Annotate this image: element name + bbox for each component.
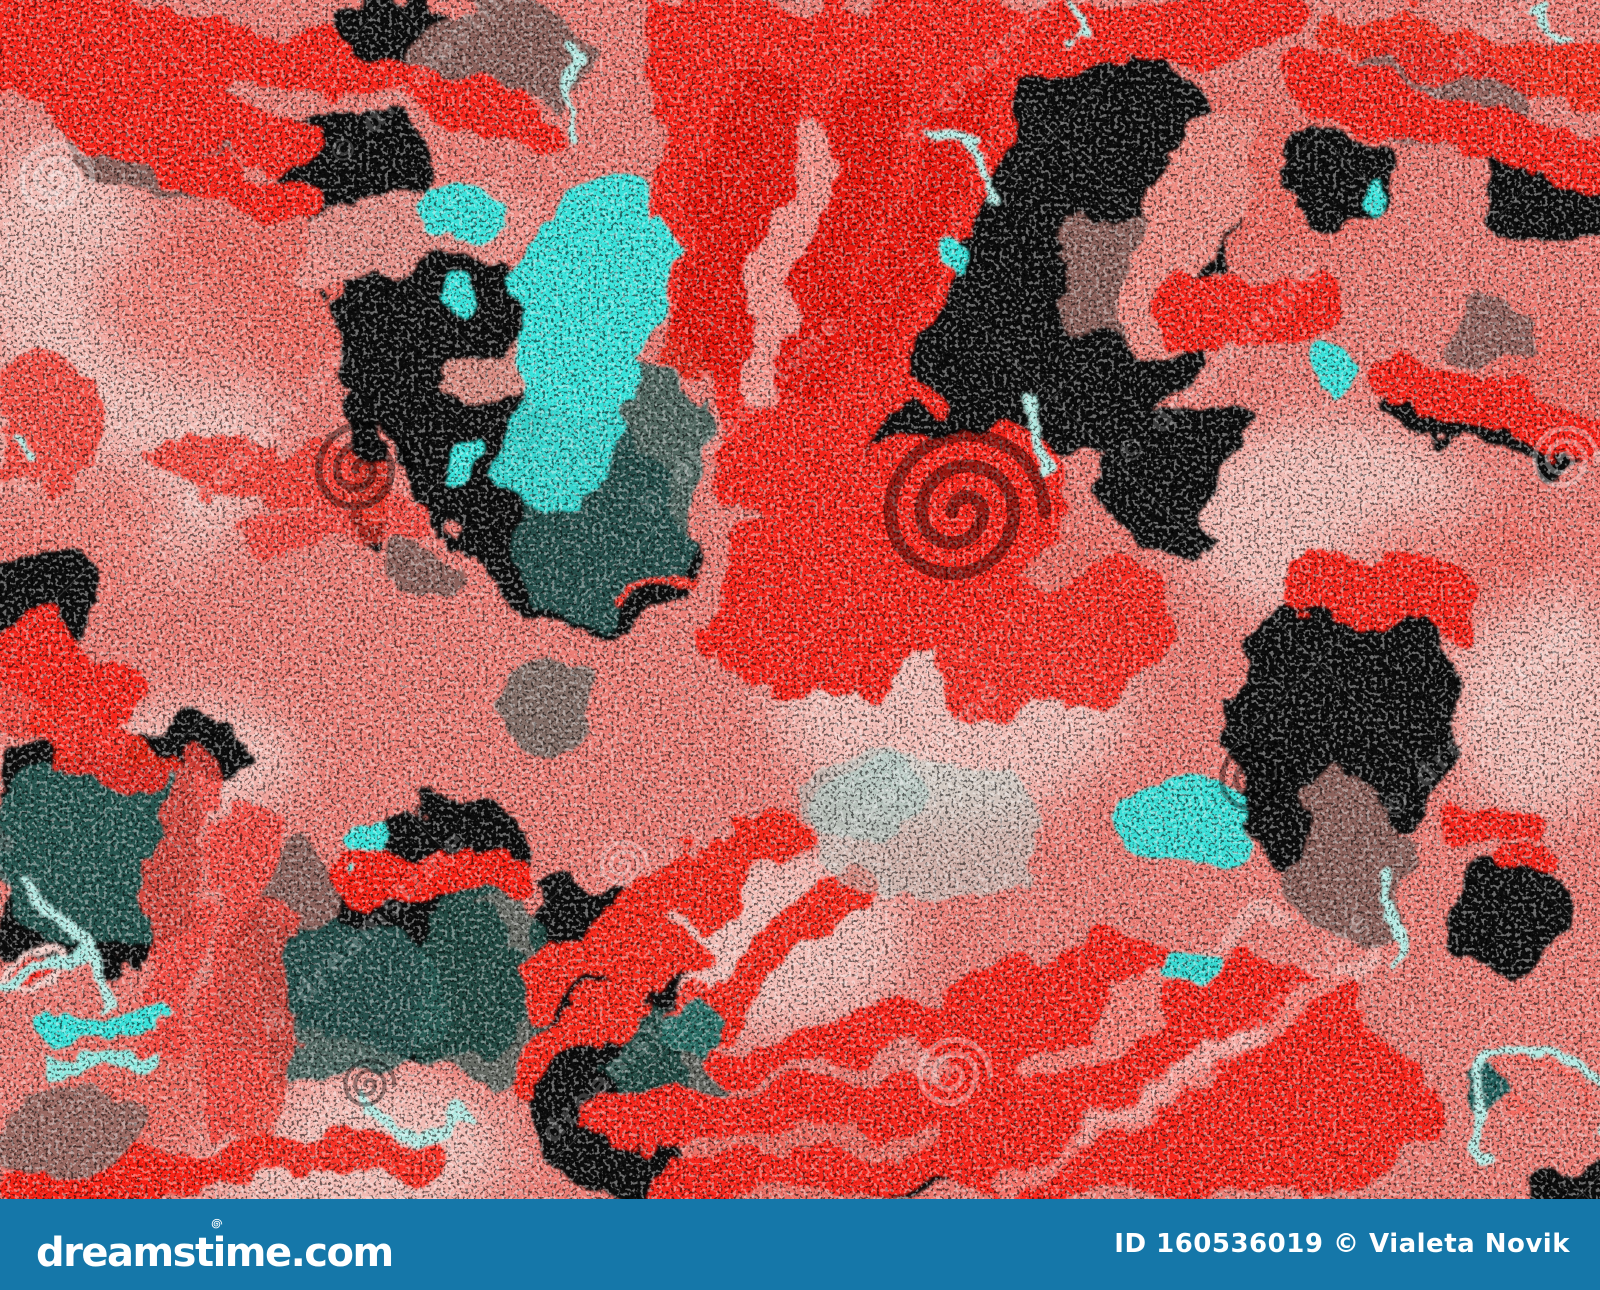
image-credit-text: ID 160536019 © Vialeta Novik (1114, 1229, 1570, 1259)
dreamstime-logo: dreamstime.com (36, 1218, 394, 1276)
watermark-lattice-line (1184, 0, 1600, 416)
watermark-lattice-line (0, 0, 1186, 1186)
abstract-artwork-image: © dreamstime © dreamstime © dreamstime © dr… (0, 0, 1600, 1199)
watermark-lattice-line (0, 404, 795, 1199)
watermark-lattice-line (0, 0, 656, 656)
watermark-lattice-line (0, 0, 921, 921)
watermark-lattice-line (0, 139, 1060, 1199)
watermark-lattice-line (515, 114, 1600, 1199)
watermark-lattice-line (780, 379, 1600, 1199)
watermark-lattice-line (0, 669, 530, 1199)
watermark-lattice-line (124, 0, 1325, 1199)
watermark-lattice-line (919, 0, 1600, 681)
dreamstime-spiral-icon (211, 1218, 223, 1229)
watermark-lattice-line (250, 0, 1451, 1199)
watermark-lattice-line (1310, 909, 1600, 1199)
watermark-lattice-line (389, 0, 1590, 1199)
watermark-lattice-line (1045, 644, 1600, 1199)
watermark-lattice-line (654, 0, 1600, 946)
watermark-footer-bar: dreamstime.com ID 160536019 © Vialeta No… (0, 1199, 1600, 1290)
abstract-artwork-canvas: © dreamstime© dreamstime © dreamstime © dr… (0, 0, 1600, 1199)
dreamstime-logo-text: dreamstime.com (36, 1230, 394, 1276)
watermark-lattice-line (0, 934, 265, 1199)
light-grain-layer (0, 0, 1600, 1199)
watermark-lattice-line (0, 0, 391, 391)
